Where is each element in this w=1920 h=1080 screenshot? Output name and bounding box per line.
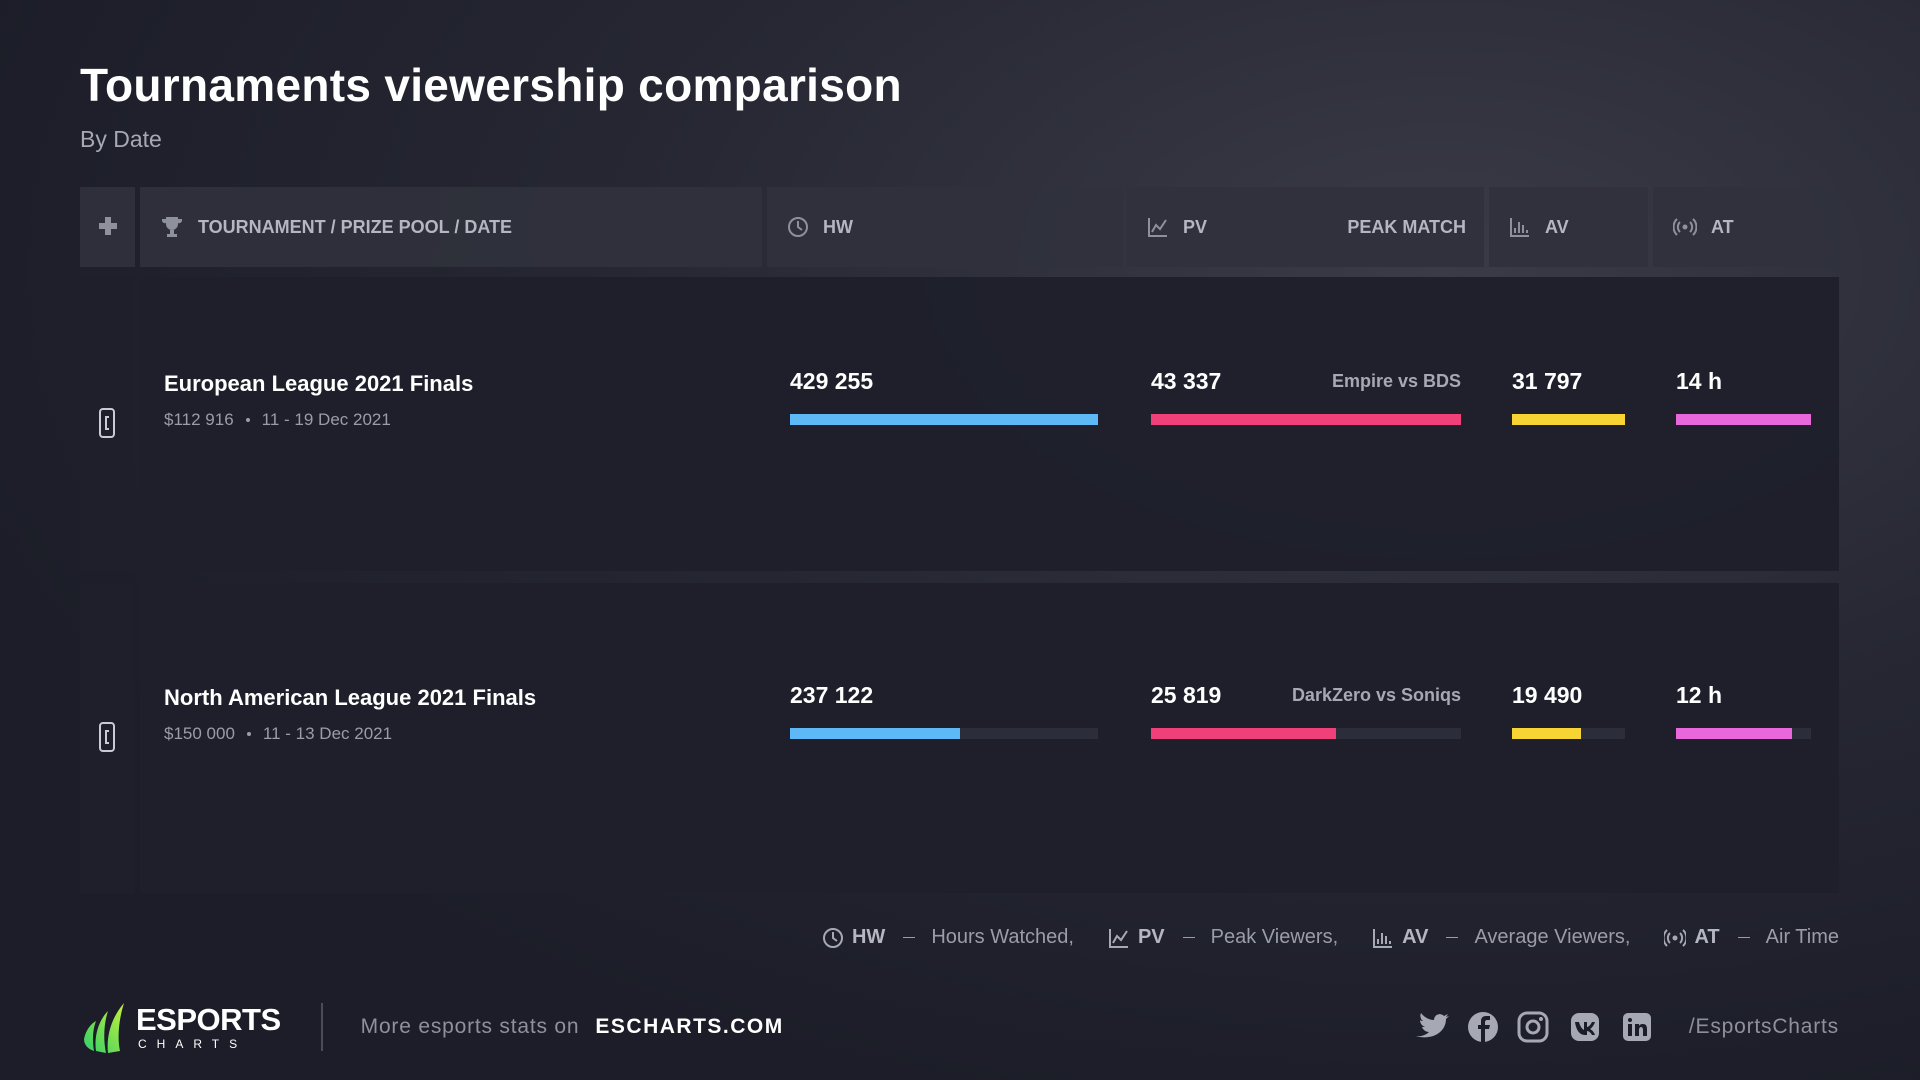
at-track (1676, 728, 1811, 739)
at-bar (1676, 414, 1811, 425)
legend-abbr: AV (1402, 926, 1429, 948)
at-header: AT (1653, 187, 1839, 267)
separator-dot (245, 418, 250, 422)
legend-dash (1737, 937, 1750, 938)
column-label: HW (823, 216, 853, 237)
legend-item: AV Average Viewers, (1372, 926, 1630, 949)
separator-dot (246, 732, 251, 736)
subtitle: By Date (80, 126, 162, 152)
pv-value: 43 337 (1151, 368, 1222, 394)
at-track (1676, 414, 1811, 425)
social-icons[interactable] (1413, 1010, 1655, 1044)
tournament-header: TOURNAMENT / PRIZE POOL / DATE (140, 187, 762, 267)
legend-abbr: HW (851, 926, 886, 948)
peak-match: DarkZero vs Soniqs (1291, 685, 1461, 705)
av-bar (1512, 414, 1625, 425)
legend-icon (1108, 928, 1128, 948)
logo-sub: CHARTS (138, 1037, 248, 1051)
hw-bar (790, 728, 961, 739)
footer-right: /EsportsCharts (1413, 1004, 1839, 1050)
column-label: AT (1711, 216, 1734, 237)
legend-item: AT Air Time (1664, 926, 1839, 949)
at-bar (1676, 728, 1792, 739)
tournament-name: North American League 2021 Finals (164, 685, 537, 710)
site-link[interactable]: ESCHARTS.COM (595, 1015, 784, 1038)
divider (320, 1003, 323, 1051)
hw-track (790, 728, 1098, 739)
legend-item: PV Peak Viewers, (1108, 926, 1338, 949)
tournament-meta: $150 000 11 - 13 Dec 2021 (164, 724, 392, 744)
prize-pool: $112 916 (164, 410, 234, 429)
row-icon-cell (80, 277, 135, 571)
hw-value: 429 255 (790, 368, 874, 394)
prize-pool: $150 000 (164, 724, 235, 743)
legend-icon (822, 927, 843, 948)
row-icon-cell (80, 583, 135, 893)
av-track (1512, 728, 1625, 739)
legend-dash (1182, 937, 1195, 938)
legend-item: HW Hours Watched, (822, 926, 1074, 949)
logo-mark (84, 1003, 124, 1053)
legend-text: Hours Watched, (931, 926, 1074, 948)
game-icon (99, 722, 115, 752)
column-label: PEAK MATCH (1347, 216, 1466, 237)
pv-track (1151, 728, 1461, 739)
av-track (1512, 414, 1625, 425)
tournament-meta: $112 916 11 - 19 Dec 2021 (164, 410, 391, 430)
av-value: 31 797 (1512, 368, 1583, 394)
pv-value: 25 819 (1151, 682, 1222, 708)
pv-bar (1151, 728, 1336, 739)
pv-bar (1151, 414, 1461, 425)
promo: More esports stats on (360, 1015, 580, 1038)
legend-dash (1446, 937, 1459, 938)
dates: 11 - 19 Dec 2021 (261, 410, 391, 429)
legend-abbr: AT (1694, 926, 1720, 948)
pv-track (1151, 414, 1461, 425)
logo-text: ESPORTS CHARTS (136, 1004, 281, 1050)
pv-header: PV PEAK MATCH (1127, 187, 1484, 267)
column-label: PV (1183, 216, 1208, 237)
at-value: 14 h (1676, 368, 1723, 394)
game-icon-mark (105, 730, 109, 744)
social-handle: /EsportsCharts (1688, 1015, 1839, 1038)
hw-track (790, 414, 1098, 425)
legend-text: Average Viewers, (1474, 926, 1631, 948)
av-header: AV (1489, 187, 1648, 267)
legend-text: Peak Viewers, (1210, 926, 1339, 948)
av-bar (1512, 728, 1582, 739)
legend-icon (1373, 928, 1393, 948)
legend: HW Hours Watched, PV Peak Viewers, AV Average… (788, 926, 1839, 949)
hw-bar (790, 414, 1098, 425)
hw-value: 237 122 (790, 682, 874, 708)
peak-match: Empire vs BDS (1331, 371, 1461, 391)
tournament-name: European League 2021 Finals (164, 371, 474, 396)
game-icon-mark (105, 416, 109, 430)
game-column-header (80, 187, 135, 267)
hw-header: HW (767, 187, 1123, 267)
game-icon (99, 408, 115, 438)
footer-left: ESPORTS CHARTS More esports stats on ESC… (80, 1003, 784, 1053)
legend-abbr: PV (1137, 926, 1165, 948)
av-value: 19 490 (1512, 682, 1583, 708)
dates: 11 - 13 Dec 2021 (262, 724, 393, 743)
at-value: 12 h (1676, 682, 1723, 708)
legend-text: Air Time (1765, 926, 1839, 948)
legend-dash (903, 937, 916, 938)
column-label: AV (1545, 216, 1569, 237)
title: Tournaments viewership comparison (80, 59, 902, 111)
logo-main: ESPORTS (136, 1002, 281, 1037)
column-label: TOURNAMENT / PRIZE POOL / DATE (198, 216, 513, 237)
legend-icon (1664, 928, 1687, 947)
